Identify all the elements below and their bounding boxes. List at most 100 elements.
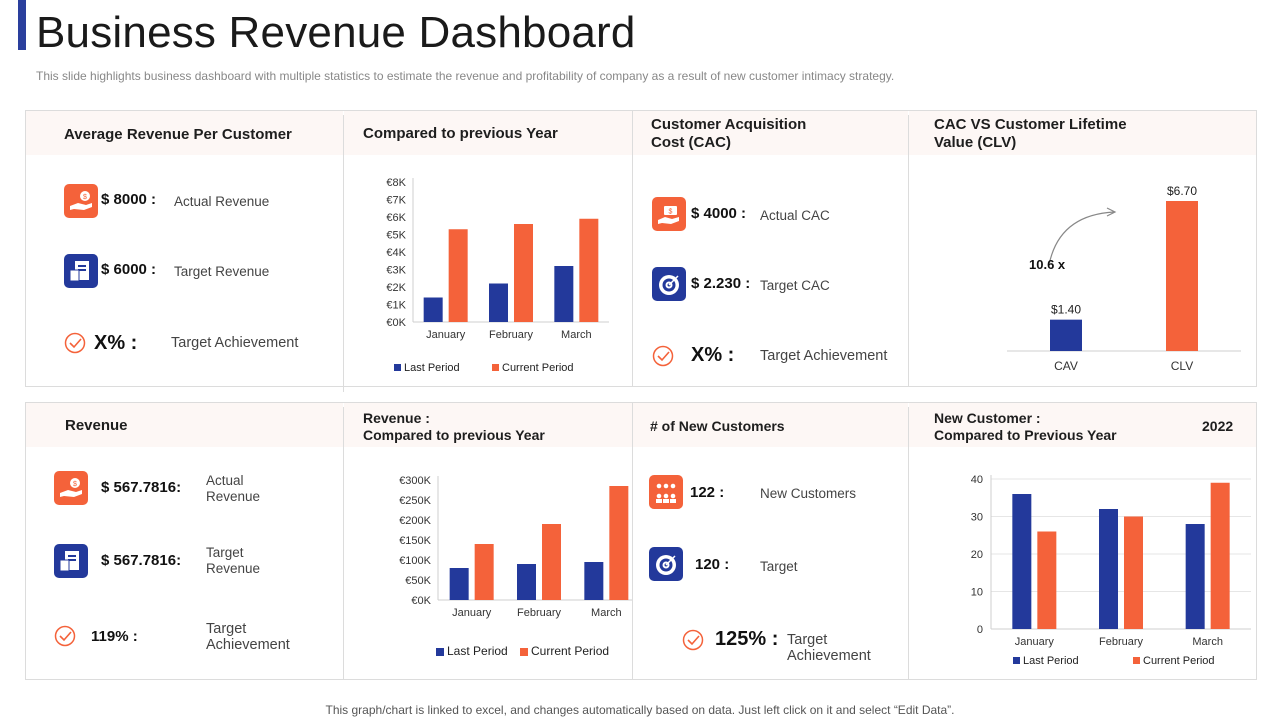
y-tick-label: 20	[971, 549, 983, 561]
revenue-card: Revenue $ $ 567.7816: Actual Revenue $ 5…	[26, 403, 343, 679]
arpc-target-value: $ 6000 :	[101, 261, 157, 278]
svg-text:$: $	[669, 209, 673, 216]
legend-swatch	[436, 648, 444, 656]
y-tick-label: 40	[971, 474, 983, 486]
revenue-achieve-label-2: Achievement	[206, 637, 290, 653]
revenue-actual-value: $ 567.7816:	[101, 479, 182, 496]
revenue-chart-header	[344, 403, 632, 447]
prev-year-heading: Compared to previous Year	[363, 125, 558, 142]
clv-chart: $1.40 CAV $6.70 CLV	[1007, 184, 1241, 373]
clv-header	[909, 111, 1256, 155]
new-vs-prev-heading-line1: New Customer :	[934, 410, 1041, 426]
y-tick-label: €200K	[399, 515, 431, 527]
y-tick-label: 30	[971, 512, 983, 524]
invoice-icon	[54, 544, 88, 578]
cac-heading-line2: Cost (CAC)	[651, 134, 731, 151]
new-vs-prev-year: 2022	[1202, 418, 1234, 434]
target-icon	[652, 267, 686, 301]
prev-year-card: Compared to previous Year €0K €1K €2K €3K €4…	[344, 111, 632, 386]
bar-last-period	[554, 266, 574, 322]
prev-year-chart: €0K €1K €2K €3K €4K €5K €6K €7K €8K January Februa…	[386, 177, 609, 374]
x-tick-label: January	[1015, 636, 1055, 648]
legend-label: Last Period	[447, 644, 508, 658]
legend-label: Current Period	[1143, 655, 1215, 667]
bar-current-period	[474, 544, 494, 600]
bar-current-period	[609, 486, 629, 600]
divider	[908, 115, 909, 386]
money-hand-icon: $	[64, 184, 98, 218]
data-label: $6.70	[1167, 184, 1197, 198]
y-tick-label: 0	[977, 624, 983, 636]
bar-last-period	[1185, 524, 1205, 629]
divider	[632, 403, 633, 679]
revenue-chart: €0K €50K €100K €150K €200K €250K €300K January F…	[399, 475, 632, 658]
new-customers-target-value: 120 :	[695, 556, 730, 573]
new-customers-achieve-value: 125% :	[715, 628, 779, 650]
page-title: Business Revenue Dashboard	[36, 8, 636, 57]
x-tick-label: CLV	[1171, 359, 1193, 373]
y-tick-label: €100K	[399, 555, 431, 567]
revenue-heading: Revenue	[65, 417, 128, 434]
y-tick-label: €3K	[386, 265, 406, 277]
legend-label: Last Period	[404, 362, 460, 374]
bottom-panel: Revenue $ $ 567.7816: Actual Revenue $ 5…	[25, 402, 1257, 680]
y-tick-label: €0K	[386, 317, 406, 329]
bar-last-period	[449, 568, 469, 600]
team-icon	[649, 475, 683, 509]
y-tick-label: 10	[971, 587, 983, 599]
revenue-chart-heading-line1: Revenue :	[363, 410, 430, 426]
y-tick-label: €2K	[386, 282, 406, 294]
x-tick-label: March	[561, 329, 592, 341]
revenue-achieve-label-1: Target	[206, 621, 247, 637]
y-tick-label: €300K	[399, 475, 431, 487]
check-circle-icon	[54, 625, 76, 647]
arpc-card: Average Revenue Per Customer $ $ 8000 : …	[26, 111, 343, 386]
check-circle-icon	[652, 345, 674, 367]
y-tick-label: €7K	[386, 195, 406, 207]
bar-last-period	[423, 297, 443, 322]
new-customers-target-label: Target	[760, 559, 798, 574]
cac-achieve-value: X% :	[691, 344, 735, 366]
arpc-target-label: Target Revenue	[174, 264, 270, 279]
data-label: $1.40	[1051, 303, 1081, 317]
revenue-chart-card: Revenue : Compared to previous Year €0K €…	[344, 403, 632, 679]
x-tick-label: CAV	[1054, 359, 1078, 373]
cash-stack-icon: $	[652, 197, 686, 231]
new-customers-achieve-label: Target Achievement	[787, 632, 871, 664]
revenue-achieve-value: 119% :	[91, 628, 138, 645]
x-tick-label: February	[517, 607, 562, 619]
bar-last-period	[1012, 494, 1032, 629]
cac-heading-line1: Customer Acquisition	[651, 116, 807, 133]
bar-last-period	[1099, 509, 1118, 629]
legend-label: Current Period	[531, 644, 609, 658]
legend-label: Current Period	[502, 362, 574, 374]
new-customers-header	[633, 403, 908, 447]
check-circle-icon	[682, 629, 704, 651]
x-tick-label: March	[1192, 636, 1223, 648]
new-customers-heading: # of New Customers	[650, 418, 785, 434]
revenue-chart-heading-line2: Compared to previous Year	[363, 427, 545, 443]
cac-achieve-label: Target Achievement	[760, 348, 888, 364]
x-tick-label: January	[426, 329, 466, 341]
y-tick-label: €0K	[411, 595, 431, 607]
cac-target-label: Target CAC	[760, 278, 830, 293]
money-hand-icon: $	[54, 471, 88, 505]
y-tick-label: €5K	[386, 230, 406, 242]
new-vs-prev-card: New Customer : Compared to Previous Year…	[909, 403, 1256, 679]
y-tick-label: €8K	[386, 177, 406, 189]
divider	[343, 115, 344, 392]
bar-current-period	[448, 229, 468, 322]
revenue-actual-label-2: Revenue	[206, 489, 261, 504]
cac-actual-label: Actual CAC	[760, 208, 830, 223]
new-vs-prev-header	[909, 403, 1256, 447]
legend-swatch	[1013, 657, 1020, 664]
y-tick-label: €4K	[386, 247, 406, 259]
divider	[908, 407, 909, 679]
revenue-header	[26, 403, 343, 447]
bar-cav	[1050, 319, 1082, 351]
target-icon	[649, 547, 683, 581]
y-tick-label: €150K	[399, 535, 431, 547]
clv-heading-line1: CAC VS Customer Lifetime	[934, 116, 1127, 133]
y-tick-label: €50K	[405, 575, 431, 587]
page-subtitle: This slide highlights business dashboard…	[36, 69, 895, 83]
